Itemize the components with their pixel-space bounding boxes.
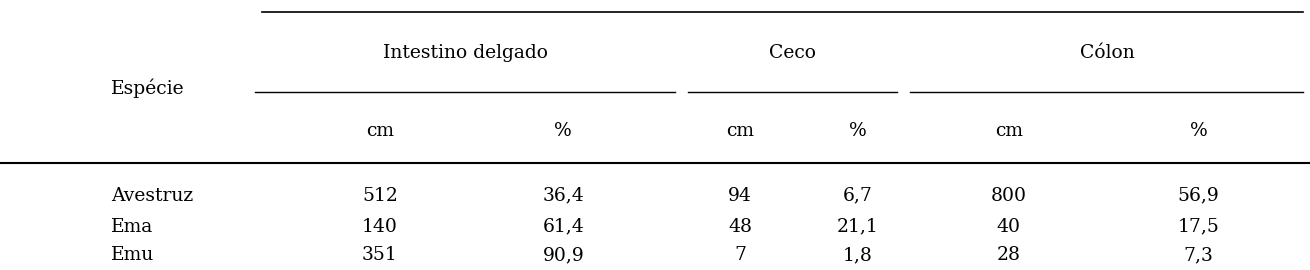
Text: %: % (554, 122, 572, 140)
Text: Avestruz: Avestruz (111, 187, 194, 205)
Text: 800: 800 (990, 187, 1027, 205)
Text: 140: 140 (362, 218, 398, 236)
Text: Ema: Ema (111, 218, 153, 236)
Text: 21,1: 21,1 (837, 218, 879, 236)
Text: Espécie: Espécie (111, 78, 185, 97)
Text: 6,7: 6,7 (844, 187, 872, 205)
Text: 1,8: 1,8 (844, 246, 872, 264)
Text: 17,5: 17,5 (1178, 218, 1220, 236)
Text: 7,3: 7,3 (1184, 246, 1213, 264)
Text: 40: 40 (997, 218, 1020, 236)
Text: 28: 28 (997, 246, 1020, 264)
Text: 7: 7 (734, 246, 747, 264)
Text: 512: 512 (362, 187, 398, 205)
Text: Intestino delgado: Intestino delgado (383, 44, 548, 62)
Text: 94: 94 (728, 187, 752, 205)
Text: 56,9: 56,9 (1178, 187, 1220, 205)
Text: 36,4: 36,4 (542, 187, 584, 205)
Text: Emu: Emu (111, 246, 155, 264)
Text: %: % (849, 122, 867, 140)
Text: 90,9: 90,9 (542, 246, 584, 264)
Text: cm: cm (994, 122, 1023, 140)
Text: cm: cm (726, 122, 755, 140)
Text: Cólon: Cólon (1079, 44, 1134, 62)
Text: 48: 48 (728, 218, 752, 236)
Text: 351: 351 (362, 246, 398, 264)
Text: Ceco: Ceco (769, 44, 816, 62)
Text: cm: cm (365, 122, 394, 140)
Text: %: % (1189, 122, 1208, 140)
Text: 61,4: 61,4 (542, 218, 584, 236)
